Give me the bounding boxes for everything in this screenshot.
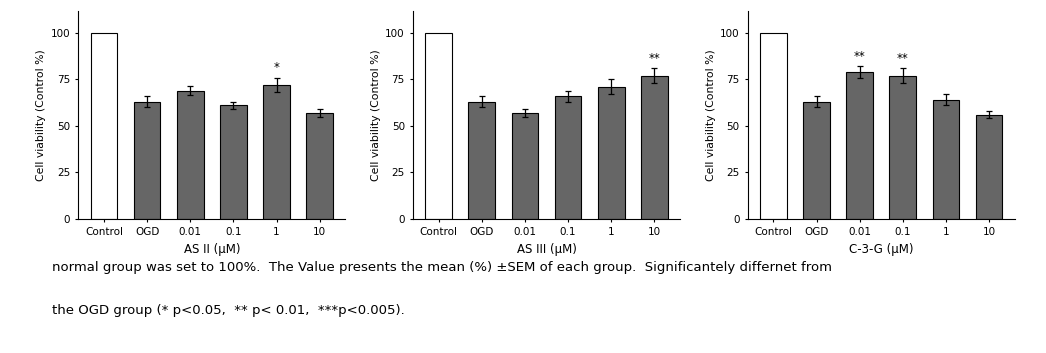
Text: *: * [274,61,279,74]
Bar [554,96,582,219]
Bar [306,113,333,219]
Y-axis label: Cell viability (Control %): Cell viability (Control %) [706,49,715,181]
Bar [511,113,539,219]
Bar [264,85,290,219]
X-axis label: C-3-G (μM): C-3-G (μM) [849,243,913,256]
Bar [760,33,787,219]
Bar [933,100,959,219]
Bar [177,91,204,219]
Bar [426,33,452,219]
Bar [134,102,160,219]
Text: **: ** [897,52,909,65]
X-axis label: AS III (μM): AS III (μM) [517,243,576,256]
Text: the OGD group (* p<0.05,  ** p< 0.01,  ***p<0.005).: the OGD group (* p<0.05, ** p< 0.01, ***… [52,304,405,317]
Bar [220,106,247,219]
Bar [889,76,916,219]
X-axis label: AS II (μM): AS II (μM) [183,243,241,256]
Bar [598,87,624,219]
Y-axis label: Cell viability (Control %): Cell viability (Control %) [371,49,381,181]
Bar [846,72,873,219]
Text: **: ** [649,52,660,65]
Bar [91,33,117,219]
Text: **: ** [854,50,865,63]
Bar [469,102,495,219]
Y-axis label: Cell viability (Control %): Cell viability (Control %) [37,49,46,181]
Bar [976,115,1002,219]
Bar [641,76,667,219]
Text: normal group was set to 100%.  The Value presents the mean (%) ±SEM of each grou: normal group was set to 100%. The Value … [52,261,833,274]
Bar [803,102,829,219]
